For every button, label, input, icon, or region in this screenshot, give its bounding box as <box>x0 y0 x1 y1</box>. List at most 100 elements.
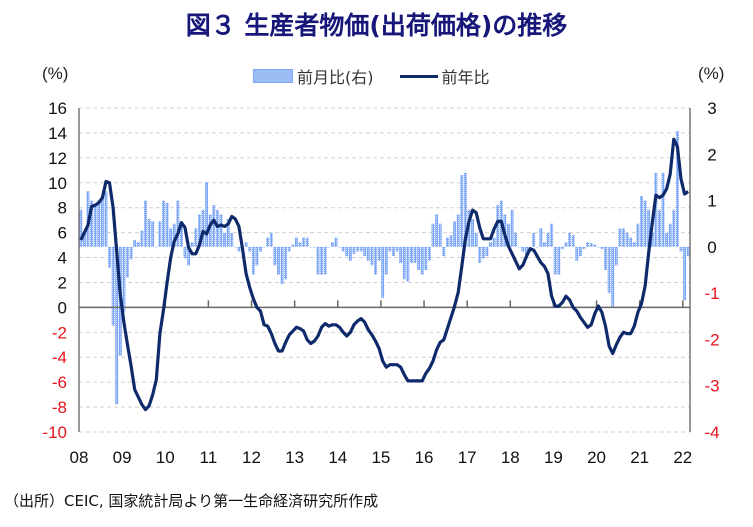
x-tick-label: 15 <box>371 448 390 467</box>
left-tick-label: 6 <box>58 224 67 243</box>
mom-bar <box>654 172 658 247</box>
mom-bar <box>683 246 687 301</box>
mom-bar <box>162 200 165 247</box>
mom-bar <box>151 221 155 247</box>
mom-bar <box>82 232 86 247</box>
mom-bar <box>201 209 205 247</box>
left-tick-label: 12 <box>48 149 67 168</box>
x-tick-label: 09 <box>113 448 132 467</box>
mom-bar <box>370 246 374 266</box>
mom-bar <box>593 244 597 247</box>
mom-bar <box>622 228 625 247</box>
mom-bar <box>154 246 158 248</box>
mom-bar <box>435 214 439 247</box>
mom-bar <box>410 246 413 264</box>
mom-bar <box>97 200 101 247</box>
mom-bar <box>675 131 679 247</box>
mom-bar <box>277 246 280 275</box>
mom-bar <box>550 223 554 247</box>
mom-bar <box>560 246 564 250</box>
right-axis-unit: (%) <box>698 64 725 83</box>
mom-bar <box>578 246 582 257</box>
x-tick-label: 11 <box>200 448 218 467</box>
x-tick-label: 19 <box>544 448 563 467</box>
mom-bar <box>194 228 198 247</box>
mom-bar <box>442 246 446 257</box>
mom-bar <box>215 209 219 247</box>
x-tick-label: 12 <box>242 448 261 467</box>
mom-bar <box>111 246 115 326</box>
mom-bar <box>266 237 270 247</box>
mom-bar <box>298 242 302 247</box>
right-tick-label: 1 <box>707 192 716 211</box>
mom-bar <box>647 209 651 247</box>
mom-bar <box>420 246 424 275</box>
mom-bar <box>564 242 568 247</box>
mom-bar <box>604 246 607 270</box>
mom-bar <box>377 246 381 261</box>
mom-bar <box>586 242 590 247</box>
mom-bar <box>176 200 180 247</box>
mom-bar <box>172 223 176 247</box>
right-tick-label: 2 <box>707 145 716 164</box>
mom-bar <box>320 246 324 275</box>
mom-bar <box>485 246 489 257</box>
mom-bar <box>532 232 536 247</box>
chart-title: 図３ 生産者物価(出荷価格)の推移 <box>185 11 568 40</box>
legend-label-yoy: 前年比 <box>441 68 490 87</box>
mom-bar <box>280 246 284 284</box>
mom-bar <box>295 237 298 247</box>
mom-bar <box>291 244 295 247</box>
mom-bar <box>104 191 108 247</box>
mom-bar <box>348 246 352 261</box>
mom-bar <box>273 246 277 266</box>
mom-bar <box>640 195 643 247</box>
mom-bar <box>539 228 543 247</box>
mom-bar <box>582 246 586 250</box>
legend-bar-swatch <box>253 69 293 83</box>
mom-bar <box>636 223 640 247</box>
legend: 前月比(右) 前年比 <box>253 64 490 88</box>
mom-bar <box>431 223 435 247</box>
left-tick-label: 10 <box>48 174 67 193</box>
mom-bar <box>489 242 492 247</box>
x-tick-label: 21 <box>630 448 649 467</box>
mom-bar <box>427 246 431 261</box>
mom-bar <box>571 235 575 247</box>
x-tick-label: 22 <box>673 448 692 467</box>
mom-bar <box>233 246 237 248</box>
right-tick-label: -1 <box>704 284 719 303</box>
left-tick-label: -4 <box>52 348 67 367</box>
mom-bar <box>568 232 572 247</box>
mom-bar <box>144 200 147 247</box>
mom-bar <box>187 246 191 266</box>
mom-bar <box>665 232 669 247</box>
mom-bar <box>453 221 457 247</box>
x-tick-label: 13 <box>285 448 304 467</box>
left-tick-label: 16 <box>48 99 67 118</box>
mom-bar <box>136 242 140 247</box>
mom-bar <box>197 214 201 247</box>
mom-bar <box>190 242 194 247</box>
mom-bar <box>79 209 83 247</box>
source-note: （出所）CEIC, 国家統計局より第一生命経済研究所作成 <box>4 492 379 510</box>
mom-bar <box>525 246 528 259</box>
mom-bar <box>661 172 665 247</box>
mom-bar <box>600 246 604 250</box>
mom-bar <box>133 239 137 247</box>
mom-bar <box>284 246 288 280</box>
mom-bar <box>248 246 252 252</box>
mom-bar <box>596 246 600 248</box>
mom-bar <box>212 205 216 247</box>
left-tick-label: -2 <box>52 323 67 342</box>
mom-bar <box>366 246 370 261</box>
mom-bar <box>359 246 363 252</box>
mom-bar <box>535 246 539 248</box>
mom-bar <box>345 246 349 257</box>
mom-bar <box>618 228 622 247</box>
right-tick-label: -2 <box>704 330 719 349</box>
left-tick-label: -6 <box>52 373 67 392</box>
right-tick-label: -3 <box>704 377 719 396</box>
